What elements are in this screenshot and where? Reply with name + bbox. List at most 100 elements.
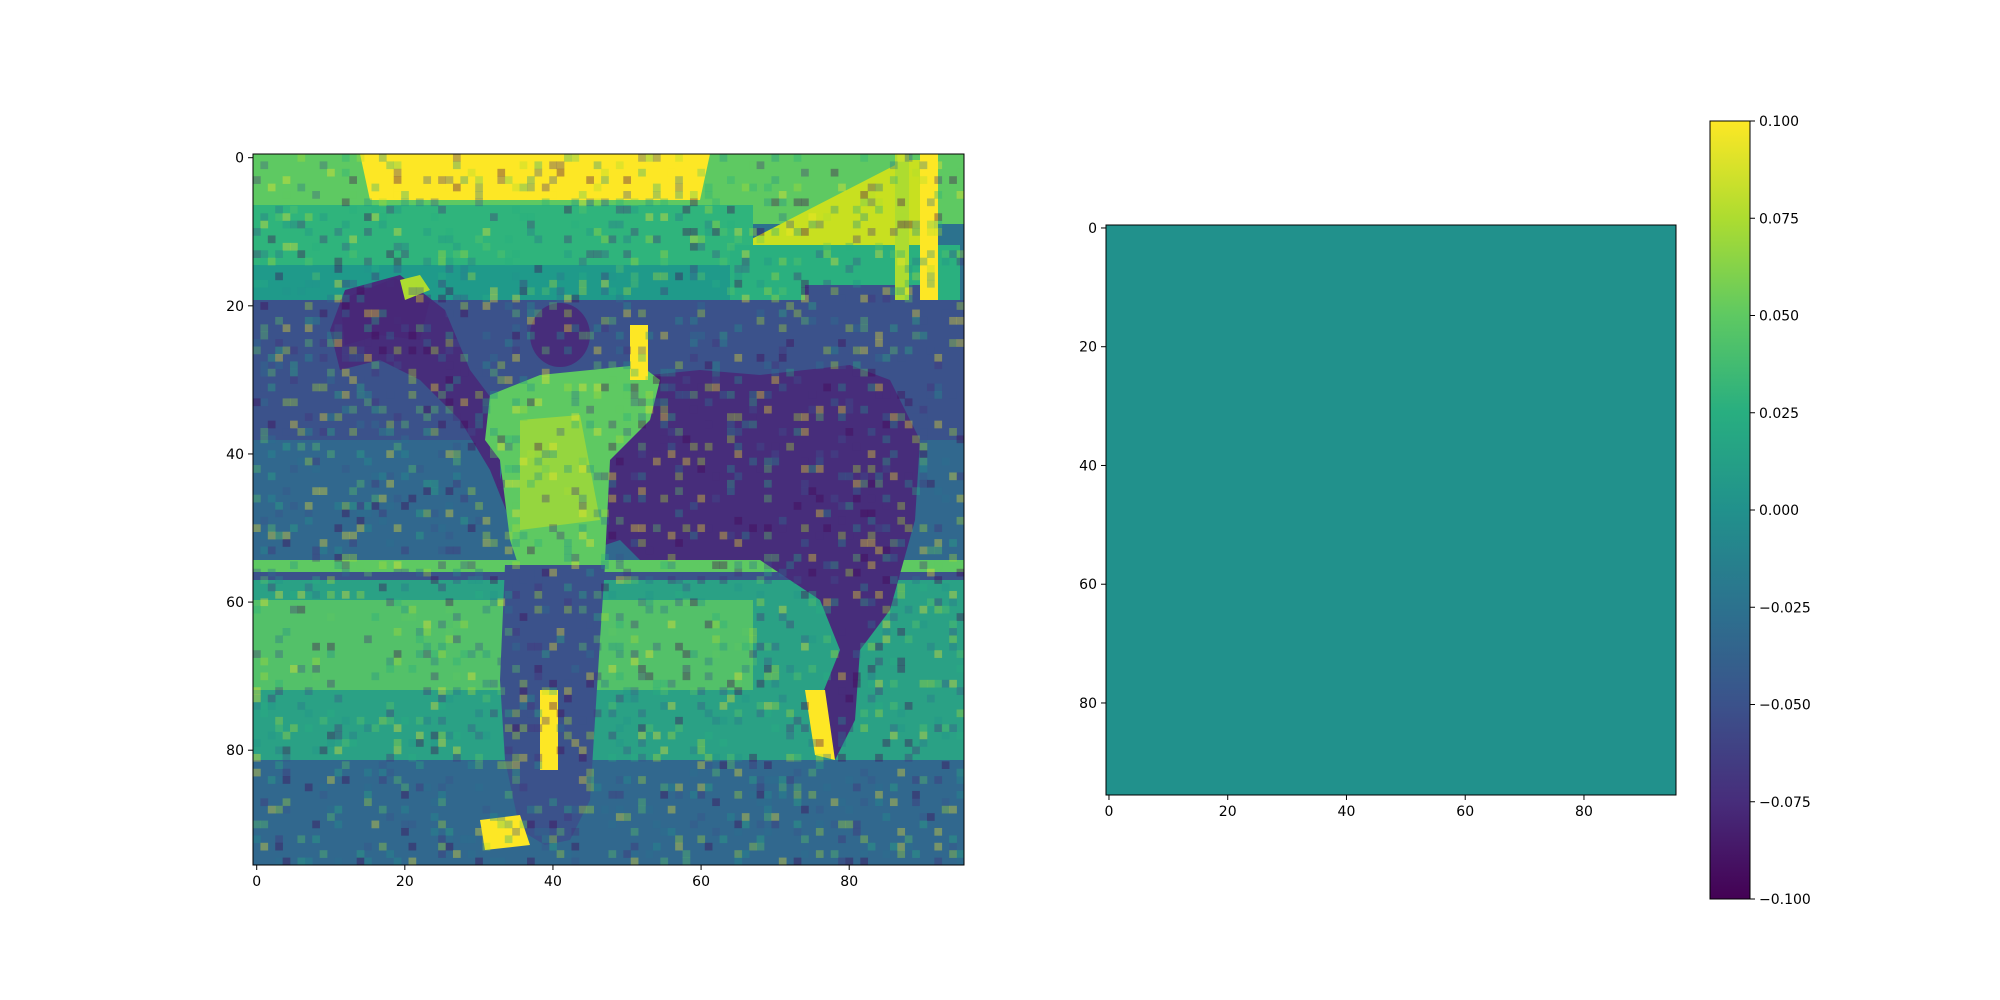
heatmap-pixel — [460, 835, 469, 844]
heatmap-pixel — [304, 502, 313, 510]
heatmap-pixel — [689, 598, 698, 607]
heatmap-pixel — [438, 524, 446, 533]
heatmap-pixel — [875, 657, 883, 666]
y-tick-label: 40 — [1079, 458, 1097, 474]
heatmap-pixel — [490, 598, 498, 607]
heatmap-pixel — [741, 294, 750, 303]
heatmap-pixel — [356, 561, 365, 570]
heatmap-pixel — [815, 220, 824, 229]
heatmap-pixel — [882, 635, 891, 644]
heatmap-pixel — [949, 628, 957, 636]
heatmap-pixel — [689, 198, 698, 207]
heatmap-pixel — [912, 228, 920, 236]
heatmap-pixel — [341, 154, 350, 162]
heatmap-pixel — [430, 827, 439, 836]
heatmap-pixel — [615, 205, 624, 214]
heatmap-pixel — [282, 220, 291, 229]
heatmap-pixel — [667, 576, 676, 584]
heatmap-pixel — [593, 635, 602, 644]
heatmap-pixel — [490, 813, 498, 821]
heatmap-pixel — [401, 435, 409, 444]
heatmap-pixel — [534, 265, 543, 273]
heatmap-pixel — [445, 531, 454, 540]
heatmap-pixel — [408, 605, 417, 614]
heatmap-pixel — [356, 346, 365, 355]
heatmap-pixel — [267, 420, 276, 429]
heatmap-pixel — [290, 724, 298, 732]
heatmap-pixel — [630, 279, 639, 288]
heatmap-pixel — [445, 383, 454, 392]
heatmap-pixel — [778, 287, 787, 296]
heatmap-pixel — [734, 472, 743, 481]
heatmap-pixel — [438, 798, 446, 807]
heatmap-pixel — [260, 702, 269, 710]
heatmap-pixel — [556, 531, 565, 540]
heatmap-pixel — [578, 465, 587, 473]
heatmap-pixel — [564, 805, 572, 814]
heatmap-pixel — [490, 576, 498, 584]
heatmap-pixel — [956, 709, 964, 718]
heatmap-pixel — [904, 279, 913, 288]
heatmap-pixel — [830, 672, 839, 681]
heatmap-pixel — [482, 405, 491, 414]
heatmap-pixel — [304, 213, 313, 221]
heatmap-pixel — [830, 450, 839, 458]
heatmap-pixel — [934, 228, 943, 236]
heatmap-pixel — [764, 524, 772, 533]
heatmap-pixel — [327, 650, 335, 658]
heatmap-pixel — [482, 242, 491, 251]
heatmap-pixel — [897, 709, 906, 718]
heatmap-pixel — [652, 687, 661, 695]
heatmap-pixel — [727, 531, 735, 540]
heatmap-pixel — [941, 731, 950, 740]
heatmap-pixel — [282, 242, 291, 251]
heatmap-pixel — [756, 235, 765, 244]
heatmap-pixel — [860, 191, 869, 199]
heatmap-pixel — [882, 628, 891, 636]
heatmap-pixel — [527, 213, 535, 221]
heatmap-pixel — [734, 790, 743, 799]
heatmap-pixel — [682, 205, 691, 214]
heatmap-pixel — [875, 753, 883, 762]
heatmap-pixel — [438, 716, 446, 725]
heatmap-pixel — [549, 702, 557, 710]
heatmap-pixel — [734, 687, 743, 695]
heatmap-pixel — [875, 242, 883, 251]
heatmap-pixel — [667, 450, 676, 458]
heatmap-pixel — [934, 383, 943, 392]
heatmap-pixel — [601, 250, 609, 258]
heatmap-pixel — [852, 479, 861, 488]
heatmap-pixel — [697, 450, 706, 458]
heatmap-pixel — [638, 598, 646, 607]
heatmap-pixel — [675, 790, 683, 799]
heatmap-pixel — [689, 502, 698, 510]
heatmap-pixel — [815, 820, 824, 829]
heatmap-pixel — [304, 687, 313, 695]
heatmap-pixel — [764, 805, 772, 814]
heatmap-pixel — [571, 391, 580, 399]
heatmap-pixel — [623, 287, 632, 296]
heatmap-pixel — [764, 776, 772, 784]
heatmap-pixel — [438, 176, 446, 184]
heatmap-pixel — [541, 568, 550, 577]
heatmap-pixel — [319, 783, 328, 792]
heatmap-pixel — [660, 272, 669, 281]
heatmap-pixel — [845, 405, 854, 414]
heatmap-pixel — [371, 316, 380, 325]
heatmap-pixel — [875, 590, 883, 599]
heatmap-pixel — [667, 428, 676, 436]
heatmap-pixel — [660, 605, 669, 614]
heatmap-pixel — [823, 242, 831, 251]
heatmap-pixel — [601, 279, 609, 288]
heatmap-pixel — [578, 494, 587, 503]
heatmap-pixel — [490, 368, 498, 377]
heatmap-pixel — [452, 731, 461, 740]
heatmap-pixel — [897, 353, 906, 362]
heatmap-pixel — [667, 783, 676, 792]
heatmap-pixel — [549, 279, 557, 288]
heatmap-pixel — [356, 376, 365, 384]
heatmap-pixel — [415, 650, 424, 658]
heatmap-pixel — [704, 398, 713, 407]
heatmap-pixel — [719, 642, 728, 651]
heatmap-pixel — [260, 361, 269, 370]
